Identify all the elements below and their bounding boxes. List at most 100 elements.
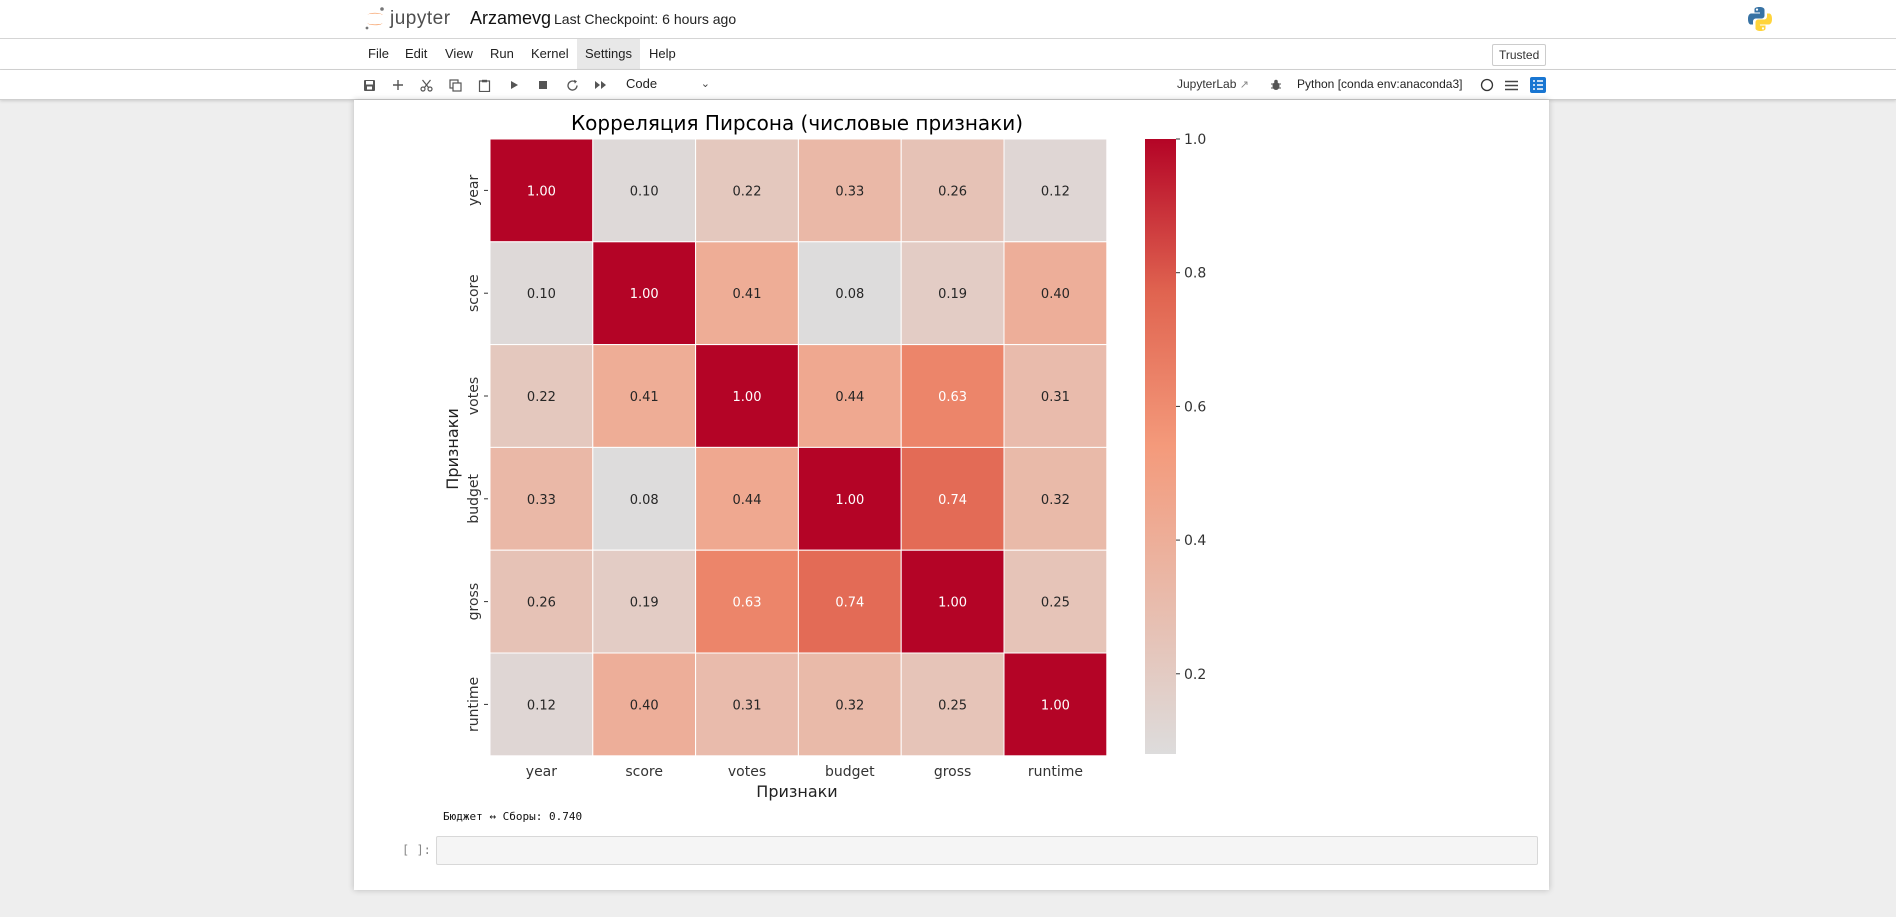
heatmap-cell [797,344,902,448]
external-link-icon: ↗ [1239,79,1249,91]
heatmap-cell [797,241,902,346]
heatmap-cell [695,241,799,346]
heatmap-annotation: 0.44 [835,390,864,405]
y-tick-label: score [466,274,482,312]
heatmap-annotation: 0.33 [527,493,556,508]
heatmap-cell [900,241,1005,346]
colorbar [1145,139,1176,754]
menu-icon[interactable] [1503,77,1519,93]
heatmap-cell [1003,344,1108,448]
python-logo-icon [1748,7,1772,31]
heatmap-annotation: 0.33 [835,184,864,199]
heatmap-annotation: 1.00 [835,493,864,508]
save-icon[interactable] [361,77,377,93]
heatmap-annotation: 0.26 [527,596,556,611]
heatmap-annotation: 0.08 [835,287,864,302]
paste-icon[interactable] [476,77,492,93]
menu-file[interactable]: File [368,46,389,61]
colorbar-tick-label: 1.0 [1184,132,1206,148]
add-cell-icon[interactable] [390,77,406,93]
heatmap-cell [1003,446,1108,551]
x-axis-label: Признаки [756,782,837,801]
heatmap-annotation: 0.10 [527,287,556,302]
debug-icon[interactable] [1268,77,1284,93]
menu-bar: File Edit View Run Kernel Settings Help … [0,39,1896,70]
notebook-name[interactable]: Arzamevg [470,8,552,28]
heatmap-annotation: 0.22 [733,184,762,199]
heatmap-cell [1003,241,1108,346]
heatmap-cell [900,549,1005,654]
heatmap-annotation: 0.12 [527,698,556,713]
heatmap-cell [900,652,1005,757]
heatmap-cell [592,344,697,448]
cell-type-select[interactable]: Code ⌄ [626,74,710,94]
toc-icon[interactable] [1530,77,1546,93]
copy-icon[interactable] [447,77,463,93]
heatmap-annotation: 0.22 [527,390,556,405]
heatmap-annotation: 0.08 [630,493,659,508]
heatmap-annotation: 0.63 [938,390,967,405]
menu-edit[interactable]: Edit [405,46,428,61]
heatmap-cell [489,446,594,551]
menu-view[interactable]: View [445,46,473,61]
checkpoint-status: Last Checkpoint: 6 hours ago [554,11,737,27]
colorbar-tick-label: 0.8 [1184,266,1206,282]
chevron-down-icon: ⌄ [700,78,710,90]
heatmap-cell [1003,138,1108,243]
heatmap-annotations: 1.00 0.10 0.22 0.33 0.26 0.12 0.10 1.00 0.41 0.08… [527,184,1070,713]
x-tick-label: score [625,764,663,780]
heatmap-cell [797,652,902,757]
run-icon[interactable] [506,77,522,93]
jupyter-logo[interactable]: jupyter [364,5,451,33]
heatmap-annotation: 1.00 [527,184,556,199]
y-tick-label: gross [466,583,482,621]
restart-icon[interactable] [564,77,580,93]
code-cell-input[interactable] [436,836,1538,865]
menu-kernel[interactable]: Kernel [531,46,569,61]
stop-icon[interactable] [535,77,551,93]
heatmap-annotation: 0.19 [630,596,659,611]
jupyterlab-link-label: JupyterLab [1177,77,1237,91]
heatmap-cell [695,344,799,448]
jupyter-logo-text: jupyter [390,8,451,29]
heatmap-annotation: 0.31 [733,698,762,713]
trusted-indicator[interactable]: Trusted [1492,44,1547,66]
colorbar-ticks: 1.0 0.8 0.6 0.4 0.2 [1176,132,1206,683]
menu-settings[interactable]: Settings [577,39,640,69]
colorbar-tick-label: 0.2 [1184,667,1206,683]
heatmap-annotation: 0.32 [1041,493,1070,508]
heatmap-cell [1003,652,1108,757]
fast-forward-icon[interactable] [592,77,608,93]
kernel-name[interactable]: Python [conda env:anaconda3] [1297,77,1463,91]
x-tick-labels: year score votes budget gross runtime [526,764,1083,780]
heatmap-annotation: 1.00 [733,390,762,405]
y-tick-label: year [466,175,482,206]
kernel-status-icon [1479,77,1495,93]
jupyterlab-link[interactable]: JupyterLab ↗ [1177,77,1249,91]
heatmap-cell [592,652,697,757]
heatmap-cell [592,241,697,346]
heatmap-annotation: 0.44 [733,493,762,508]
menu-run[interactable]: Run [490,46,514,61]
heatmap-annotation: 1.00 [630,287,659,302]
x-tick-label: votes [728,764,766,780]
heatmap-cell [695,138,799,243]
x-tick-label: gross [934,764,972,780]
heatmap-annotation: 0.40 [1041,287,1070,302]
heatmap-annotation: 0.19 [938,287,967,302]
heatmap-cell [592,138,697,243]
cut-icon[interactable] [418,77,434,93]
correlation-heatmap: Корреляция Пирсона (числовые признаки) 1… [443,111,1206,801]
y-tick-label: runtime [466,677,482,732]
y-axis-label: Признаки [443,408,462,489]
heatmap-cell [489,138,594,243]
y-tick-labels: year score votes budget gross runtime [466,175,488,732]
y-tick-label: budget [466,473,482,523]
heatmap-annotation: 0.74 [835,596,864,611]
heatmap-cell [695,446,799,551]
heatmap-annotation: 0.31 [1041,390,1070,405]
jupyter-logo-icon [365,7,384,30]
menu-help[interactable]: Help [649,46,676,61]
heatmap-cell [489,652,594,757]
x-tick-label: budget [825,764,875,780]
